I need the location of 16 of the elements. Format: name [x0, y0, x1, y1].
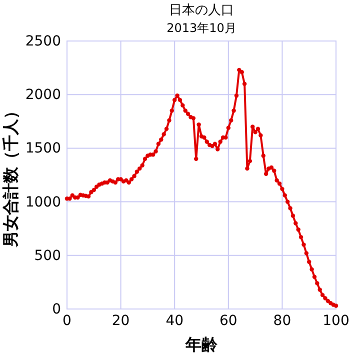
- chart-title: 日本の人口: [169, 3, 234, 18]
- x-tick-label: 40: [166, 312, 184, 329]
- y-tick-label: 0: [52, 301, 61, 318]
- y-tick-label: 2000: [25, 87, 61, 104]
- chart-subtitle: 2013年10月: [166, 21, 236, 35]
- y-tick-label: 2500: [25, 33, 61, 50]
- x-tick-label: 20: [112, 312, 130, 329]
- y-tick-label: 1000: [25, 194, 61, 210]
- x-tick-label: 80: [273, 312, 292, 329]
- y-tick-label: 1500: [25, 140, 61, 157]
- x-tick-label: 60: [219, 312, 238, 329]
- y-tick-label: 500: [34, 248, 61, 264]
- x-tick-label: 0: [62, 312, 72, 329]
- x-axis-title: 年齢: [184, 335, 218, 354]
- y-axis-title: 男女合計数（千人）: [1, 103, 20, 248]
- x-tick-label: 100: [322, 312, 350, 329]
